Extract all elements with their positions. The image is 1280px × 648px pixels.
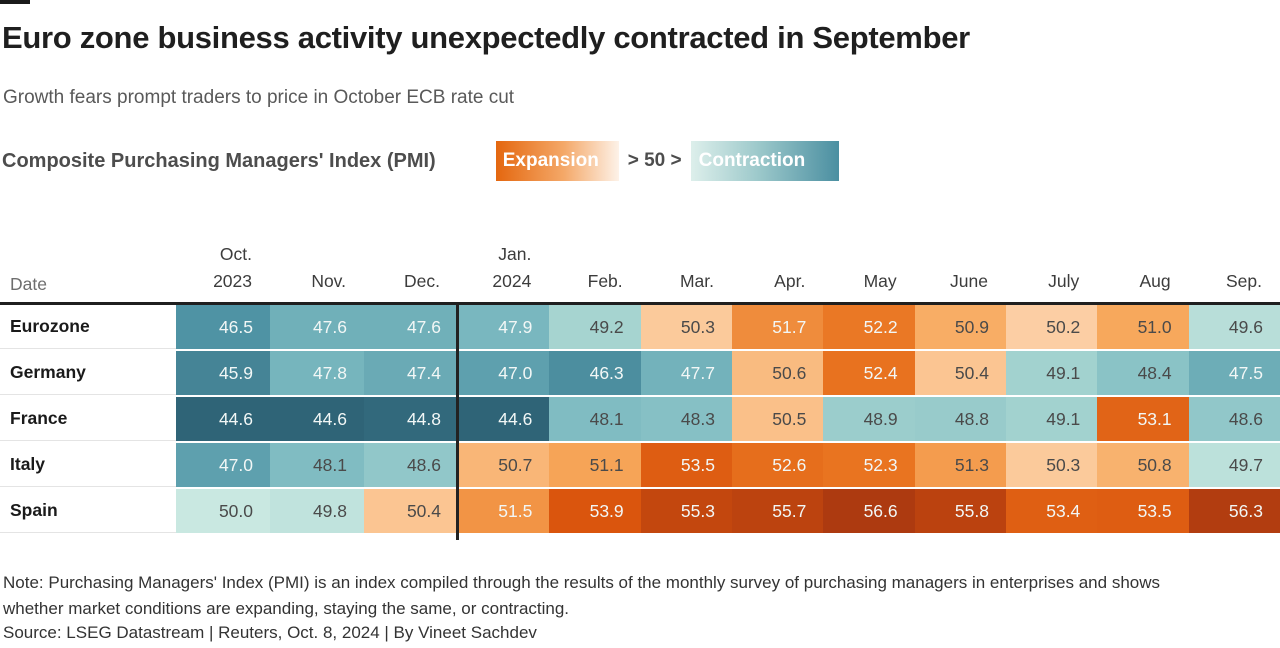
month-column-header: Mar.: [679, 270, 714, 291]
pmi-value-cell: 50.6: [731, 351, 824, 395]
pmi-value-cell: 50.5: [731, 397, 824, 441]
table-row: Italy 47.0 48.1 48.6 50.7 51.1 53.5 52.6 52.3 51.…: [0, 443, 1280, 487]
pmi-value-cell: 51.5: [458, 489, 550, 533]
legend-contraction-label: Contraction: [698, 150, 806, 171]
pmi-value-cell: 48.8: [914, 397, 1006, 441]
table-row: France 44.6 44.6 44.8 44.6 48.1 48.3 50.5 48.9 48…: [0, 397, 1280, 441]
pmi-value-cell: 53.5: [640, 443, 732, 487]
pmi-value-cell: 48.1: [549, 397, 641, 441]
pmi-value-cell: 44.6: [458, 397, 550, 441]
pmi-value-cell: 47.4: [364, 351, 458, 395]
row-label: Germany: [0, 351, 176, 395]
pmi-value-cell: 55.3: [640, 489, 732, 533]
month-column-header: Dec.: [404, 270, 440, 291]
pmi-value-cell: 44.6: [270, 397, 364, 441]
table-body: Eurozone 46.5 47.6 47.6 47.9 49.2 50.3 51.7 52.2…: [0, 305, 1280, 533]
pmi-value-cell: 49.7: [1188, 443, 1280, 487]
legend-expansion-chip: Expansion: [495, 141, 619, 181]
table-row: Germany 45.9 47.8 47.4 47.0 46.3 47.7 50.6 52.4 5…: [0, 351, 1280, 395]
pmi-value-cell: 51.7: [731, 305, 824, 349]
pmi-value-cell: 52.2: [823, 305, 915, 349]
pmi-value-cell: 52.4: [823, 351, 915, 395]
pmi-value-cell: 49.1: [1005, 351, 1098, 395]
pmi-value-cell: 47.6: [270, 305, 364, 349]
pmi-value-cell: 47.9: [458, 305, 550, 349]
pmi-value-cell: 52.6: [731, 443, 824, 487]
pmi-value-cell: 48.3: [640, 397, 732, 441]
pmi-value-cell: 44.6: [176, 397, 270, 441]
pmi-heatmap-table: Date Oct. 2023 Nov. Dec. Jan. 2024 Feb. Mar. A…: [0, 233, 1280, 540]
pmi-value-cell: 47.8: [270, 351, 364, 395]
chart-title: Composite Purchasing Managers' Index (PM…: [2, 149, 436, 172]
pmi-value-cell: 53.1: [1097, 397, 1189, 441]
page-subtitle: Growth fears prompt traders to price in …: [3, 87, 515, 108]
pmi-value-cell: 50.8: [1097, 443, 1189, 487]
pmi-value-cell: 50.2: [1005, 305, 1098, 349]
row-label: France: [0, 397, 176, 441]
pmi-value-cell: 53.5: [1097, 489, 1189, 533]
page-title: Euro zone business activity unexpectedly…: [2, 20, 970, 55]
month-column-header: Feb.: [587, 270, 623, 291]
pmi-value-cell: 50.4: [914, 351, 1006, 395]
pmi-value-cell: 48.4: [1097, 351, 1189, 395]
pmi-value-cell: 51.3: [914, 443, 1006, 487]
table-row: Eurozone 46.5 47.6 47.6 47.9 49.2 50.3 51.7 52.2…: [0, 305, 1280, 349]
pmi-value-cell: 50.0: [176, 489, 270, 533]
pmi-value-cell: 55.8: [914, 489, 1006, 533]
legend-threshold-label: > 50 >: [627, 150, 682, 171]
pmi-value-cell: 47.6: [364, 305, 458, 349]
pmi-value-cell: 48.1: [270, 443, 364, 487]
legend-contraction-chip: Contraction: [690, 141, 839, 181]
legend: Composite Purchasing Managers' Index (PM…: [2, 141, 1278, 181]
pmi-value-cell: 50.9: [914, 305, 1006, 349]
pmi-value-cell: 53.9: [549, 489, 641, 533]
footnote: Note: Purchasing Managers' Index (PMI) i…: [3, 573, 1161, 618]
pmi-value-cell: 46.3: [549, 351, 641, 395]
pmi-value-cell: 47.0: [458, 351, 550, 395]
pmi-value-cell: 50.4: [364, 489, 458, 533]
source-line: Source: LSEG Datastream | Reuters, Oct. …: [3, 623, 537, 642]
pmi-value-cell: 51.1: [549, 443, 641, 487]
month-column-header: May: [863, 270, 897, 291]
pmi-value-cell: 49.6: [1188, 305, 1280, 349]
legend-expansion-label: Expansion: [502, 150, 599, 171]
pmi-value-cell: 51.0: [1097, 305, 1189, 349]
month-column-header: July: [1048, 270, 1080, 291]
month-column-header: Jan. 2024: [492, 243, 532, 291]
month-column-header: June: [950, 270, 988, 291]
pmi-value-cell: 50.7: [458, 443, 550, 487]
month-column-header: Apr.: [774, 270, 806, 291]
pmi-value-cell: 56.3: [1188, 489, 1280, 533]
pmi-value-cell: 55.7: [731, 489, 824, 533]
reuters-graphic-tick: [0, 0, 30, 4]
table-header-row: Date Oct. 2023 Nov. Dec. Jan. 2024 Feb. Mar. A…: [0, 233, 1280, 305]
month-column-header: Aug: [1139, 270, 1171, 291]
row-label: Eurozone: [0, 305, 176, 349]
pmi-value-cell: 52.3: [823, 443, 915, 487]
pmi-value-cell: 47.7: [640, 351, 732, 395]
row-label: Spain: [0, 489, 176, 533]
pmi-value-cell: 56.6: [823, 489, 915, 533]
pmi-value-cell: 50.3: [640, 305, 732, 349]
month-column-header: Oct. 2023: [213, 243, 252, 291]
year-divider-line: [456, 305, 459, 540]
pmi-value-cell: 48.9: [823, 397, 915, 441]
pmi-value-cell: 46.5: [176, 305, 270, 349]
month-column-header: Nov.: [311, 270, 346, 291]
pmi-value-cell: 49.1: [1005, 397, 1098, 441]
month-column-header: Sep.: [1225, 270, 1262, 291]
pmi-value-cell: 44.8: [364, 397, 458, 441]
pmi-value-cell: 49.2: [549, 305, 641, 349]
date-column-header: Date: [10, 274, 47, 294]
row-label: Italy: [0, 443, 176, 487]
pmi-value-cell: 49.8: [270, 489, 364, 533]
pmi-value-cell: 47.5: [1188, 351, 1280, 395]
pmi-value-cell: 53.4: [1005, 489, 1098, 533]
pmi-value-cell: 47.0: [176, 443, 270, 487]
pmi-value-cell: 45.9: [176, 351, 270, 395]
pmi-value-cell: 50.3: [1005, 443, 1098, 487]
pmi-value-cell: 48.6: [1188, 397, 1280, 441]
table-row: Spain 50.0 49.8 50.4 51.5 53.9 55.3 55.7 56.6 55.…: [0, 489, 1280, 533]
pmi-value-cell: 48.6: [364, 443, 458, 487]
